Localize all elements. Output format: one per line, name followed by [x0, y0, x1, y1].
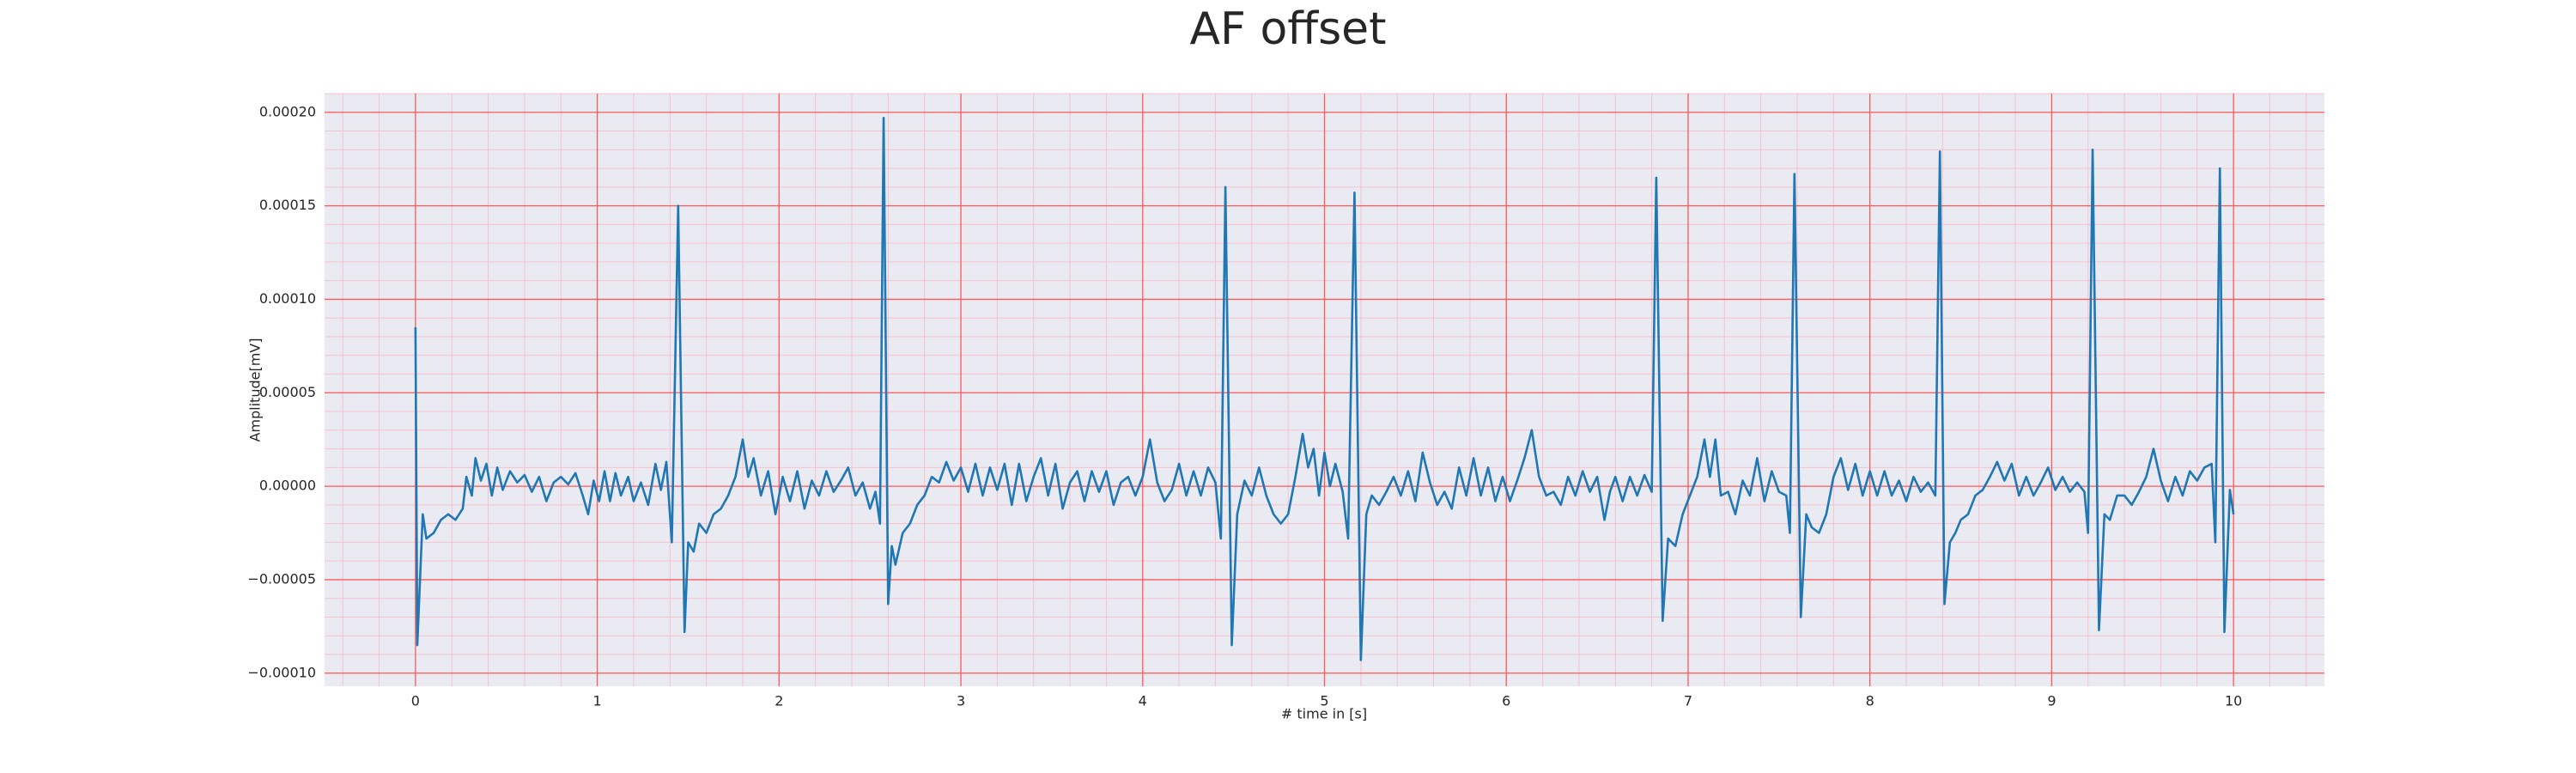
- signal-line: [414, 117, 2235, 661]
- x-tick-label: 7: [1684, 693, 1692, 709]
- x-tick-label: 9: [2047, 693, 2056, 709]
- y-axis-label: Amplitude[mV]: [247, 338, 264, 441]
- x-tick-label: 4: [1139, 693, 1147, 709]
- y-tick-label: 0.00015: [259, 197, 316, 213]
- y-tick-label: −0.00005: [247, 570, 316, 587]
- y-tick-label: 0.00010: [259, 290, 316, 307]
- x-tick-label: 8: [1866, 693, 1874, 709]
- x-tick-label: 1: [592, 693, 601, 709]
- x-tick-label: 2: [775, 693, 783, 709]
- y-tick-label: 0.00005: [259, 384, 316, 400]
- x-tick-label: 5: [1320, 693, 1328, 709]
- x-tick-label: 6: [1502, 693, 1510, 709]
- chart-title: AF offset: [1189, 3, 1386, 55]
- y-tick-label: 0.00000: [259, 478, 316, 494]
- x-tick-label: 3: [957, 693, 965, 709]
- x-tick-label: 10: [2225, 693, 2242, 709]
- y-tick-label: −0.00010: [247, 664, 316, 680]
- x-tick-label: 0: [411, 693, 420, 709]
- y-tick-label: 0.00020: [259, 103, 316, 119]
- x-axis-label: # time in [s]: [1281, 706, 1367, 722]
- grid: [325, 93, 2324, 686]
